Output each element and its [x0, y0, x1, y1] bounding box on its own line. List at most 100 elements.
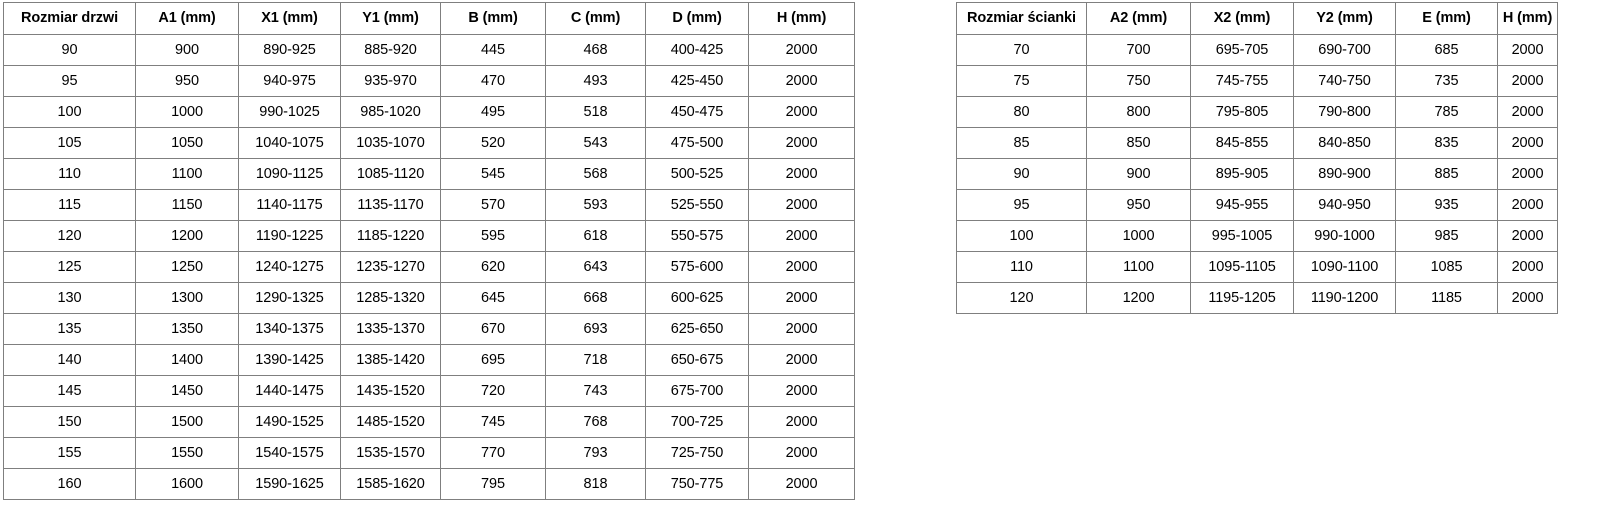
wall-cell-r0-c4: 685 — [1395, 34, 1498, 66]
door-cell-r7-c7: 2000 — [748, 251, 855, 283]
door-cell-r14-c1: 1600 — [135, 468, 239, 500]
door-cell-r0-c0: 90 — [3, 34, 136, 66]
wall-cell-r2-c0: 80 — [956, 96, 1087, 128]
table-row: 90 900 890-925 885-920 445 468 400-425 2000 — [3, 34, 855, 66]
door-cell-r4-c7: 2000 — [748, 158, 855, 190]
door-cell-r6-c1: 1200 — [135, 220, 239, 252]
door-cell-r14-c4: 795 — [440, 468, 546, 500]
door-cell-r6-c0: 120 — [3, 220, 136, 252]
door-cell-r8-c3: 1285-1320 — [340, 282, 441, 314]
table-row: 110 1100 1095-1105 1090-1100 1085 2000 — [956, 251, 1558, 283]
wall-cell-r4-c1: 900 — [1086, 158, 1191, 190]
door-cell-r13-c3: 1535-1570 — [340, 437, 441, 469]
wall-cell-r0-c1: 700 — [1086, 34, 1191, 66]
door-cell-r13-c0: 155 — [3, 437, 136, 469]
door-cell-r9-c1: 1350 — [135, 313, 239, 345]
door-cell-r5-c3: 1135-1170 — [340, 189, 441, 221]
wall-column-header-0: Rozmiar ścianki — [956, 2, 1087, 35]
door-column-header-6: D (mm) — [645, 2, 749, 35]
wall-cell-r4-c4: 885 — [1395, 158, 1498, 190]
door-cell-r13-c6: 725-750 — [645, 437, 749, 469]
wall-cell-r6-c4: 985 — [1395, 220, 1498, 252]
door-cell-r0-c2: 890-925 — [238, 34, 341, 66]
door-cell-r5-c5: 593 — [545, 189, 646, 221]
wall-cell-r2-c5: 2000 — [1497, 96, 1558, 128]
wall-cell-r7-c0: 110 — [956, 251, 1087, 283]
door-cell-r0-c3: 885-920 — [340, 34, 441, 66]
wall-cell-r0-c5: 2000 — [1497, 34, 1558, 66]
door-cell-r2-c7: 2000 — [748, 96, 855, 128]
wall-column-header-1: A2 (mm) — [1086, 2, 1191, 35]
door-column-header-2: X1 (mm) — [238, 2, 341, 35]
door-cell-r10-c5: 718 — [545, 344, 646, 376]
door-column-header-1: A1 (mm) — [135, 2, 239, 35]
door-cell-r9-c2: 1340-1375 — [238, 313, 341, 345]
door-cell-r13-c4: 770 — [440, 437, 546, 469]
door-cell-r6-c4: 595 — [440, 220, 546, 252]
wall-cell-r0-c2: 695-705 — [1190, 34, 1294, 66]
door-cell-r10-c7: 2000 — [748, 344, 855, 376]
door-cell-r3-c6: 475-500 — [645, 127, 749, 159]
wall-cell-r6-c2: 995-1005 — [1190, 220, 1294, 252]
door-cell-r1-c7: 2000 — [748, 65, 855, 97]
door-cell-r12-c1: 1500 — [135, 406, 239, 438]
door-cell-r2-c6: 450-475 — [645, 96, 749, 128]
table-row: 110 1100 1090-1125 1085-1120 545 568 500-525 20… — [3, 158, 855, 190]
door-cell-r11-c7: 2000 — [748, 375, 855, 407]
wall-cell-r4-c5: 2000 — [1497, 158, 1558, 190]
table-row: 105 1050 1040-1075 1035-1070 520 543 475-500 20… — [3, 127, 855, 159]
wall-column-header-2: X2 (mm) — [1190, 2, 1294, 35]
wall-cell-r8-c4: 1185 — [1395, 282, 1498, 314]
table-row: 80 800 795-805 790-800 785 2000 — [956, 96, 1558, 128]
door-cell-r4-c6: 500-525 — [645, 158, 749, 190]
door-column-header-7: H (mm) — [748, 2, 855, 35]
wall-cell-r5-c0: 95 — [956, 189, 1087, 221]
door-cell-r7-c4: 620 — [440, 251, 546, 283]
wall-cell-r5-c1: 950 — [1086, 189, 1191, 221]
table-row: 120 1200 1195-1205 1190-1200 1185 2000 — [956, 282, 1558, 314]
door-cell-r1-c0: 95 — [3, 65, 136, 97]
table-row: 95 950 945-955 940-950 935 2000 — [956, 189, 1558, 221]
door-cell-r8-c4: 645 — [440, 282, 546, 314]
table-row: 145 1450 1440-1475 1435-1520 720 743 675-700 20… — [3, 375, 855, 407]
door-cell-r5-c7: 2000 — [748, 189, 855, 221]
door-cell-r0-c6: 400-425 — [645, 34, 749, 66]
door-table-body: 90 900 890-925 885-920 445 468 400-425 2000 95 95… — [3, 34, 855, 500]
door-cell-r8-c1: 1300 — [135, 282, 239, 314]
door-cell-r2-c1: 1000 — [135, 96, 239, 128]
door-cell-r10-c3: 1385-1420 — [340, 344, 441, 376]
wall-cell-r3-c4: 835 — [1395, 127, 1498, 159]
door-cell-r11-c2: 1440-1475 — [238, 375, 341, 407]
door-cell-r5-c1: 1150 — [135, 189, 239, 221]
table-row: 100 1000 990-1025 985-1020 495 518 450-475 2000 — [3, 96, 855, 128]
door-cell-r2-c3: 985-1020 — [340, 96, 441, 128]
wall-cell-r0-c0: 70 — [956, 34, 1087, 66]
wall-column-header-3: Y2 (mm) — [1293, 2, 1396, 35]
door-cell-r5-c6: 525-550 — [645, 189, 749, 221]
door-cell-r3-c1: 1050 — [135, 127, 239, 159]
table-row: 90 900 895-905 890-900 885 2000 — [956, 158, 1558, 190]
door-cell-r5-c4: 570 — [440, 189, 546, 221]
wall-cell-r3-c0: 85 — [956, 127, 1087, 159]
door-cell-r8-c2: 1290-1325 — [238, 282, 341, 314]
door-cell-r3-c0: 105 — [3, 127, 136, 159]
door-cell-r8-c7: 2000 — [748, 282, 855, 314]
wall-cell-r8-c2: 1195-1205 — [1190, 282, 1294, 314]
door-cell-r12-c4: 745 — [440, 406, 546, 438]
door-cell-r7-c3: 1235-1270 — [340, 251, 441, 283]
door-cell-r0-c5: 468 — [545, 34, 646, 66]
table-header-row: Rozmiar drzwi A1 (mm) X1 (mm) Y1 (mm) B (mm)… — [3, 2, 855, 35]
wall-cell-r4-c3: 890-900 — [1293, 158, 1396, 190]
door-cell-r3-c3: 1035-1070 — [340, 127, 441, 159]
door-column-header-3: Y1 (mm) — [340, 2, 441, 35]
table-row: 135 1350 1340-1375 1335-1370 670 693 625-650 20… — [3, 313, 855, 345]
wall-cell-r8-c3: 1190-1200 — [1293, 282, 1396, 314]
door-cell-r14-c2: 1590-1625 — [238, 468, 341, 500]
door-cell-r4-c3: 1085-1120 — [340, 158, 441, 190]
door-cell-r6-c3: 1185-1220 — [340, 220, 441, 252]
table-row: 140 1400 1390-1425 1385-1420 695 718 650-675 20… — [3, 344, 855, 376]
door-cell-r6-c7: 2000 — [748, 220, 855, 252]
door-cell-r10-c1: 1400 — [135, 344, 239, 376]
door-cell-r14-c7: 2000 — [748, 468, 855, 500]
table-row: 130 1300 1290-1325 1285-1320 645 668 600-625 20… — [3, 282, 855, 314]
